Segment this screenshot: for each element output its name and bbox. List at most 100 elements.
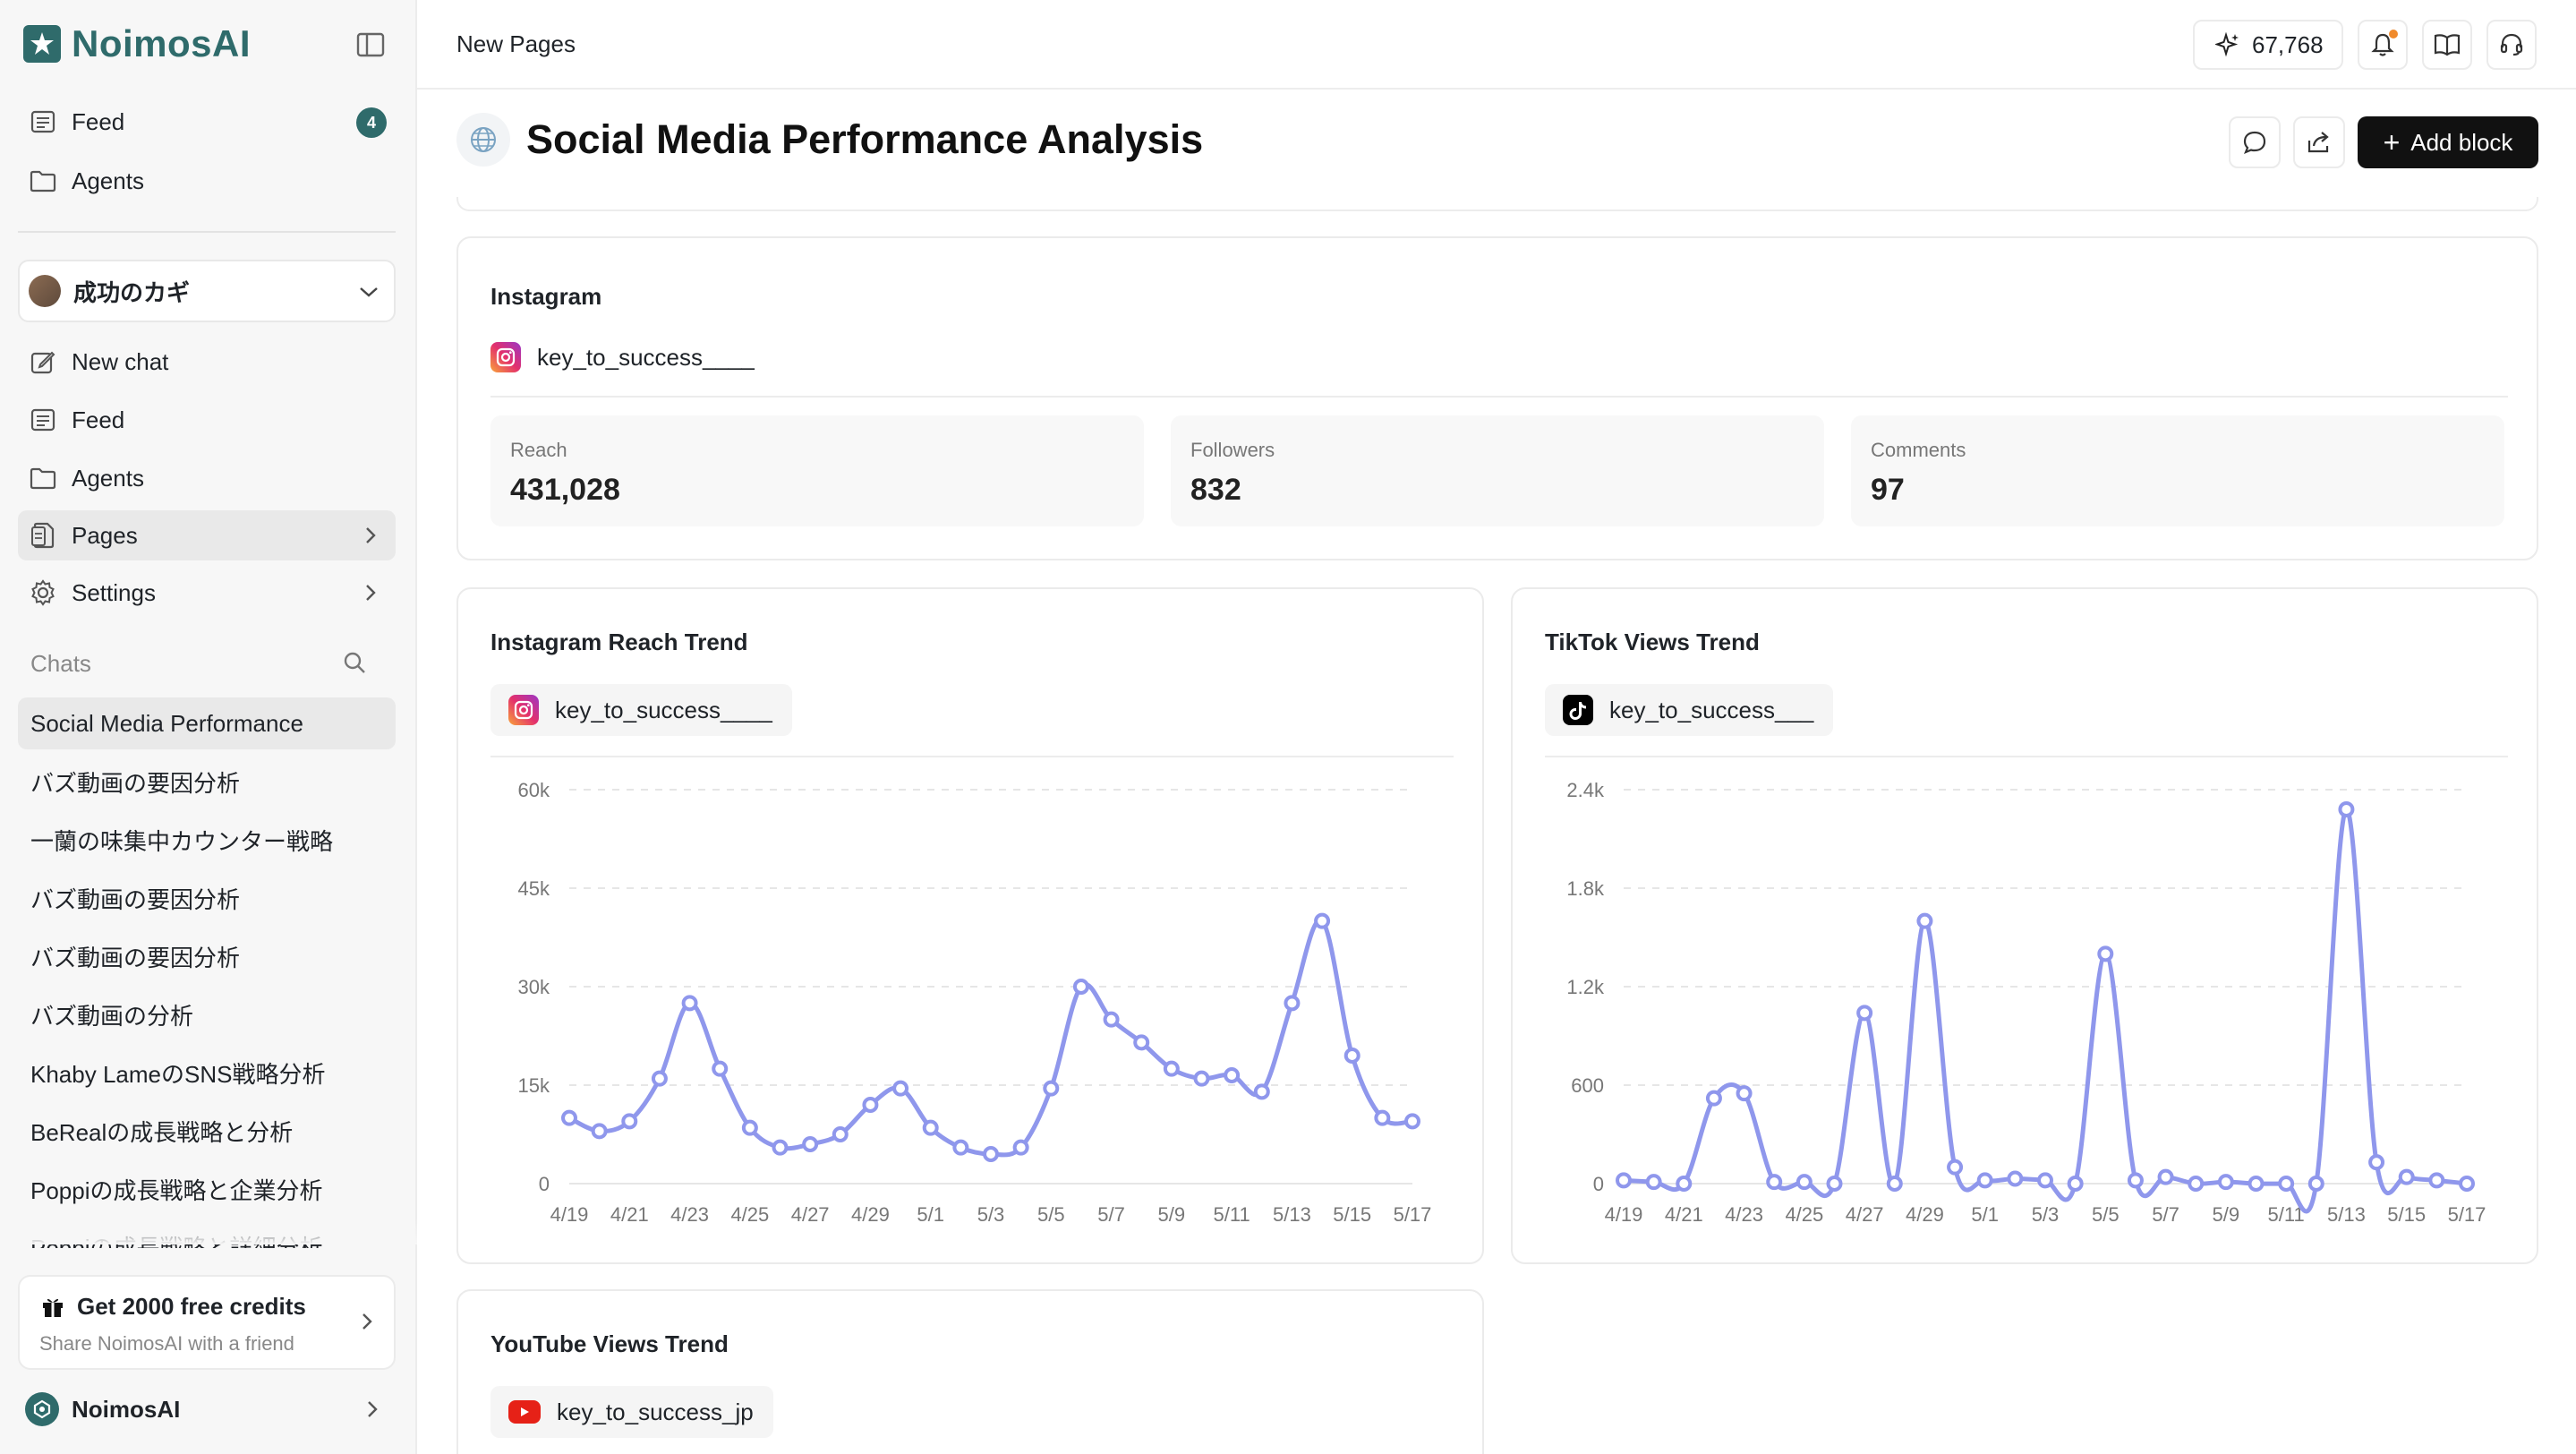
data-point[interactable] xyxy=(2428,1172,2445,1189)
data-point[interactable] xyxy=(2007,1170,2024,1187)
share-button[interactable] xyxy=(2293,116,2345,168)
brand[interactable]: NoimosAI xyxy=(23,22,251,64)
data-point[interactable] xyxy=(2127,1172,2144,1189)
notifications-button[interactable] xyxy=(2358,20,2408,70)
chat-item[interactable]: バズ動画の要因分析 xyxy=(30,885,241,913)
data-point[interactable] xyxy=(1676,1176,1693,1192)
data-point[interactable] xyxy=(1796,1174,1813,1191)
comment-button[interactable] xyxy=(2229,116,2281,168)
breadcrumb[interactable]: New Pages xyxy=(456,30,576,57)
chevron-right-icon xyxy=(354,1309,380,1334)
data-point[interactable] xyxy=(1374,1109,1391,1126)
data-point[interactable] xyxy=(1133,1034,1150,1051)
data-point[interactable] xyxy=(621,1113,638,1130)
data-point[interactable] xyxy=(2248,1176,2265,1192)
data-point[interactable] xyxy=(1856,1005,1873,1022)
data-point[interactable] xyxy=(1705,1090,1722,1107)
free-credits-promo[interactable]: Get 2000 free credits Share NoimosAI wit… xyxy=(18,1275,396,1370)
data-point[interactable] xyxy=(1012,1139,1029,1156)
data-point[interactable] xyxy=(1163,1060,1180,1077)
data-point[interactable] xyxy=(1826,1176,1843,1192)
sidebar-item-feed-top[interactable]: Feed 4 xyxy=(18,97,396,147)
sidebar-item-pages[interactable]: Pages xyxy=(18,510,396,560)
data-point[interactable] xyxy=(892,1080,909,1097)
data-point[interactable] xyxy=(922,1119,939,1136)
sidebar: NoimosAI Feed 4 Agents 成功のカギ New chat xyxy=(0,0,417,1454)
data-point[interactable] xyxy=(1224,1067,1241,1083)
sidebar-item-feed[interactable]: Feed xyxy=(18,395,396,445)
data-point[interactable] xyxy=(1645,1174,1662,1191)
chat-item[interactable]: Social Media Performance xyxy=(18,697,396,749)
bell-icon xyxy=(2371,33,2394,56)
tiktok-account-chip[interactable]: key_to_success___ xyxy=(1545,684,1834,736)
chat-item[interactable]: Poppiの成長戦略と企業分析 xyxy=(30,1176,323,1204)
data-point[interactable] xyxy=(1404,1113,1420,1130)
data-point[interactable] xyxy=(1314,912,1331,929)
data-point[interactable] xyxy=(2368,1154,2385,1171)
workspace-selector[interactable]: 成功のカギ xyxy=(18,260,396,322)
chat-item[interactable]: Khaby LameのSNS戦略分析 xyxy=(30,1060,326,1088)
credits-value: 67,768 xyxy=(2252,30,2324,58)
data-point[interactable] xyxy=(1616,1172,1632,1189)
data-point[interactable] xyxy=(1343,1048,1361,1064)
data-point[interactable] xyxy=(2398,1168,2415,1185)
docs-button[interactable] xyxy=(2422,20,2472,70)
data-point[interactable] xyxy=(2307,1176,2324,1192)
data-point[interactable] xyxy=(1072,979,1089,995)
globe-icon[interactable] xyxy=(456,113,510,167)
data-point[interactable] xyxy=(1193,1070,1210,1087)
x-tick-label: 5/5 xyxy=(1037,1203,1065,1226)
instagram-account[interactable]: key_to_success____ xyxy=(490,342,755,372)
data-point[interactable] xyxy=(1103,1011,1120,1028)
data-point[interactable] xyxy=(741,1119,758,1136)
data-point[interactable] xyxy=(1253,1083,1270,1100)
data-point[interactable] xyxy=(561,1109,577,1126)
data-point[interactable] xyxy=(952,1139,969,1156)
data-point[interactable] xyxy=(1043,1080,1060,1097)
sidebar-item-agents-top[interactable]: Agents xyxy=(18,156,396,206)
card-divider xyxy=(1545,756,2508,757)
data-point[interactable] xyxy=(2157,1168,2174,1185)
instagram-account-chip[interactable]: key_to_success____ xyxy=(490,684,792,736)
sidebar-toggle-icon[interactable] xyxy=(354,29,387,61)
data-point[interactable] xyxy=(832,1126,849,1142)
data-point[interactable] xyxy=(1766,1174,1783,1191)
sidebar-item-new-chat[interactable]: New chat xyxy=(18,337,396,387)
sidebar-item-agents[interactable]: Agents xyxy=(18,453,396,503)
data-point[interactable] xyxy=(712,1060,729,1077)
data-point[interactable] xyxy=(2188,1176,2205,1192)
data-point[interactable] xyxy=(2459,1176,2475,1192)
data-point[interactable] xyxy=(651,1070,668,1087)
chat-item[interactable]: バズ動画の要因分析 xyxy=(30,769,241,797)
support-button[interactable] xyxy=(2486,20,2537,70)
chat-item[interactable]: BeRealの成長戦略と分析 xyxy=(30,1118,294,1146)
search-icon[interactable] xyxy=(340,648,369,677)
data-point[interactable] xyxy=(1736,1085,1753,1102)
data-point[interactable] xyxy=(2338,801,2355,817)
youtube-account-chip[interactable]: key_to_success_jp xyxy=(490,1386,773,1438)
data-point[interactable] xyxy=(983,1146,999,1162)
data-point[interactable] xyxy=(2037,1172,2053,1189)
data-point[interactable] xyxy=(2067,1176,2084,1192)
data-point[interactable] xyxy=(1976,1172,1993,1189)
data-point[interactable] xyxy=(2278,1176,2295,1192)
data-point[interactable] xyxy=(1886,1176,1903,1192)
x-tick-label: 5/5 xyxy=(2092,1203,2120,1226)
add-block-button[interactable]: + Add block xyxy=(2358,116,2538,168)
data-point[interactable] xyxy=(2217,1174,2234,1191)
data-point[interactable] xyxy=(591,1123,608,1140)
data-point[interactable] xyxy=(862,1097,879,1113)
data-point[interactable] xyxy=(772,1139,789,1156)
data-point[interactable] xyxy=(681,995,698,1012)
sidebar-item-settings[interactable]: Settings xyxy=(18,568,396,618)
chat-item[interactable]: バズ動画の要因分析 xyxy=(30,944,241,971)
chat-item[interactable]: バズ動画の分析 xyxy=(30,1002,194,1030)
data-point[interactable] xyxy=(802,1136,819,1152)
account-menu[interactable]: NoimosAI xyxy=(18,1384,396,1434)
data-point[interactable] xyxy=(1947,1159,1964,1176)
data-point[interactable] xyxy=(1916,912,1933,929)
chat-item[interactable]: 一蘭の味集中カウンター戦略 xyxy=(30,827,334,855)
data-point[interactable] xyxy=(1284,995,1301,1012)
data-point[interactable] xyxy=(2097,945,2114,962)
credits-counter[interactable]: 67,768 xyxy=(2193,20,2343,70)
